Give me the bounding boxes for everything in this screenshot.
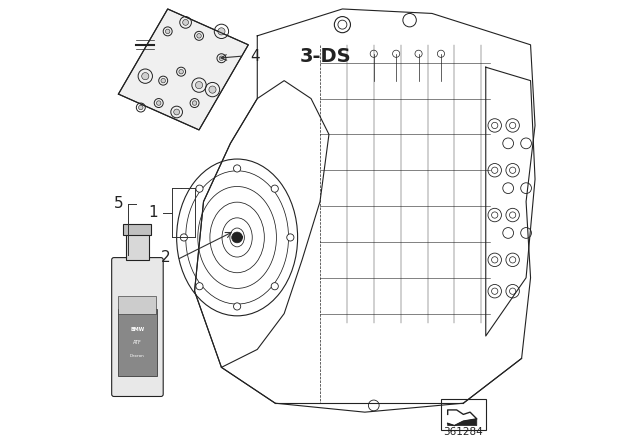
Circle shape: [271, 185, 278, 192]
Circle shape: [192, 101, 197, 105]
Circle shape: [139, 105, 143, 110]
Text: 4: 4: [250, 48, 260, 64]
Circle shape: [234, 165, 241, 172]
Circle shape: [173, 108, 180, 116]
Bar: [441, 399, 486, 430]
Circle shape: [179, 69, 184, 74]
FancyBboxPatch shape: [112, 258, 163, 396]
Circle shape: [287, 234, 294, 241]
Circle shape: [197, 34, 202, 38]
Circle shape: [234, 303, 241, 310]
Polygon shape: [118, 9, 248, 130]
Text: 3-DS: 3-DS: [300, 47, 351, 65]
Text: 2: 2: [161, 250, 170, 265]
Circle shape: [209, 86, 216, 93]
Circle shape: [165, 29, 170, 34]
Bar: [118, 296, 157, 314]
Polygon shape: [448, 419, 477, 426]
Circle shape: [180, 234, 188, 241]
Bar: [124, 224, 152, 235]
Text: Dexron: Dexron: [130, 354, 145, 358]
Circle shape: [160, 78, 166, 84]
Circle shape: [196, 185, 203, 192]
Text: ATF: ATF: [133, 340, 142, 345]
Text: 1: 1: [148, 205, 157, 220]
Text: 5: 5: [113, 196, 124, 211]
Bar: [125, 233, 149, 260]
Circle shape: [218, 56, 225, 61]
Circle shape: [156, 100, 162, 106]
Circle shape: [232, 232, 243, 243]
Circle shape: [218, 28, 225, 35]
Text: BMW: BMW: [131, 327, 145, 332]
Circle shape: [196, 283, 203, 290]
Circle shape: [271, 283, 278, 290]
Circle shape: [197, 83, 202, 87]
Circle shape: [184, 20, 188, 25]
Circle shape: [142, 73, 148, 79]
Text: 361284: 361284: [444, 427, 483, 437]
Bar: [118, 309, 157, 376]
